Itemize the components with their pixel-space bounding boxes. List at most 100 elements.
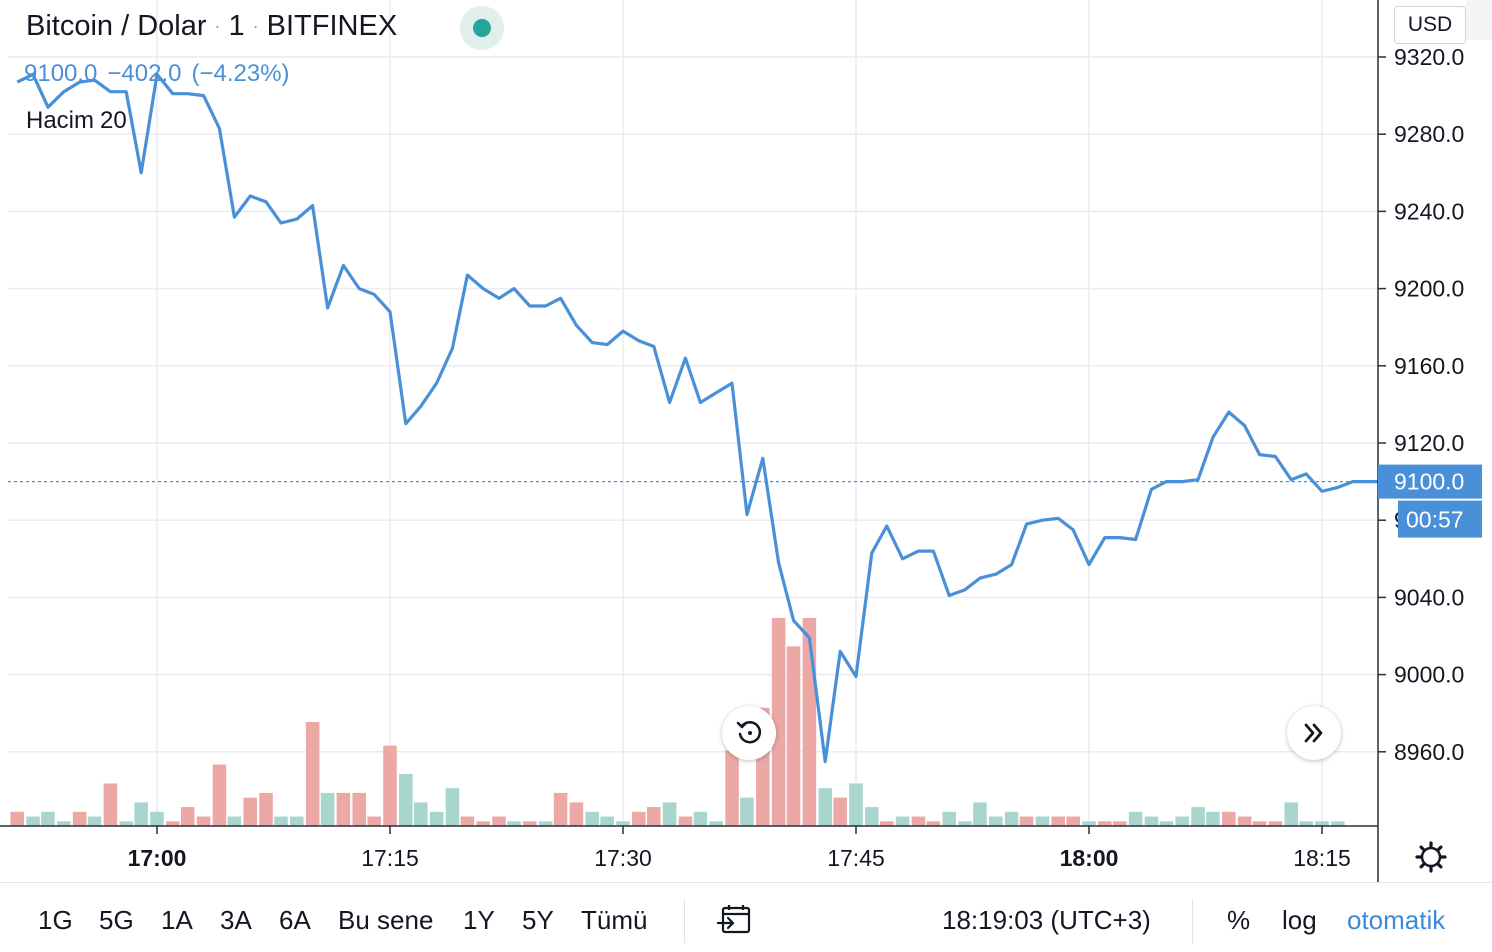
- volume-bar: [1159, 821, 1174, 826]
- bar-countdown-label: 00:57: [1406, 507, 1464, 533]
- volume-legend[interactable]: Hacim 20: [26, 107, 133, 135]
- current-time-readout[interactable]: 18:19:03 (UTC+3): [942, 905, 1151, 935]
- price-change-percent: (−4.23%): [191, 60, 290, 87]
- volume-bar: [41, 811, 55, 826]
- auto-scale-toggle[interactable]: otomatik: [1347, 905, 1446, 935]
- range-5d-button[interactable]: 5G: [99, 905, 134, 935]
- volume-bar: [1222, 811, 1236, 826]
- currency-button[interactable]: USD: [1394, 6, 1466, 44]
- header-separator: ·: [214, 16, 221, 36]
- volume-bar: [103, 783, 118, 826]
- volume-bar: [1315, 821, 1329, 826]
- volume-bar: [1082, 821, 1096, 826]
- corner-panel: [1466, 0, 1492, 40]
- volume-bar: [911, 816, 926, 826]
- range-1y-button[interactable]: 1Y: [463, 905, 495, 935]
- volume-bar: [585, 811, 600, 826]
- volume-bar: [989, 816, 1003, 826]
- range-3m-button[interactable]: 3A: [220, 905, 252, 935]
- volume-bar: [771, 618, 786, 826]
- x-tick-label: 17:45: [827, 845, 885, 871]
- volume-bar: [507, 821, 521, 826]
- volume-bar: [1284, 802, 1299, 826]
- volume-bar: [632, 811, 646, 826]
- y-tick-label: 9200.0: [1394, 276, 1464, 302]
- log-scale-toggle[interactable]: log: [1282, 905, 1317, 935]
- volume-bar: [1019, 816, 1034, 826]
- volume-bar: [227, 816, 242, 826]
- range-5y-button[interactable]: 5Y: [522, 905, 554, 935]
- calendar-arrow-icon: [716, 905, 751, 934]
- volume-bar: [662, 802, 677, 826]
- volume-bar: [1268, 821, 1283, 826]
- last-price-tag: 9100.0: [1378, 464, 1482, 499]
- range-all-button[interactable]: Tümü: [581, 905, 648, 935]
- volume-bar: [336, 792, 351, 826]
- volume-bar: [1331, 821, 1345, 826]
- range-1d-button[interactable]: 1G: [38, 905, 73, 935]
- x-tick-label: 18:00: [1060, 845, 1119, 871]
- volume-bar: [274, 816, 288, 826]
- market-status-icon[interactable]: [460, 6, 504, 50]
- quote-line: 9100.0 −402.0 (−4.23%): [24, 60, 300, 88]
- volume-bar: [693, 811, 708, 826]
- volume-bar: [166, 821, 180, 826]
- volume-bar: [119, 821, 134, 826]
- volume-bar: [879, 821, 894, 826]
- symbol-interval[interactable]: 1: [228, 10, 245, 42]
- volume-bar: [958, 821, 972, 826]
- volume-bar: [150, 811, 164, 826]
- volume-bar: [290, 816, 304, 826]
- volume-bar: [445, 788, 460, 826]
- volume-bar: [1066, 816, 1080, 826]
- volume-value: 20: [100, 107, 127, 134]
- volume-label: Hacim: [26, 107, 95, 134]
- volume-bar: [523, 821, 537, 826]
- double-chevron-right-icon: [1304, 723, 1323, 743]
- volume-bar: [305, 722, 320, 826]
- header-separator: ·: [252, 16, 259, 36]
- range-ytd-button[interactable]: Bu sene: [338, 905, 434, 935]
- y-tick-label: 9280.0: [1394, 121, 1464, 147]
- gear-icon[interactable]: [1415, 841, 1447, 873]
- volume-bar: [973, 802, 987, 826]
- range-6m-button[interactable]: 6A: [279, 905, 311, 935]
- volume-bar: [895, 816, 910, 826]
- volume-bar: [72, 811, 87, 826]
- reset-chart-button[interactable]: [722, 706, 776, 760]
- volume-bar: [26, 816, 40, 826]
- bar-countdown-background: [1398, 500, 1482, 538]
- volume-bar: [1004, 811, 1019, 826]
- symbol-header[interactable]: Bitcoin / Dolar · 1 · BITFINEX: [26, 10, 397, 43]
- symbol-name[interactable]: Bitcoin / Dolar: [26, 10, 207, 42]
- volume-bar: [833, 797, 847, 826]
- bottom-toolbar: 1G 5G 1A 3A 6A Bu sene 1Y 5Y Tümü 18:19:…: [0, 882, 1492, 948]
- volume-bars: [10, 618, 1345, 826]
- volume-bar: [1206, 811, 1220, 826]
- volume-bar: [1098, 821, 1112, 826]
- price-series-line[interactable]: [16, 72, 1385, 764]
- volume-bar: [429, 811, 444, 826]
- scroll-to-realtime-button[interactable]: [1287, 706, 1341, 760]
- x-tick-label: 17:15: [361, 845, 419, 871]
- x-tick-label: 17:30: [594, 845, 652, 871]
- volume-bar: [678, 816, 693, 826]
- percent-scale-toggle[interactable]: %: [1227, 905, 1251, 935]
- y-tick-label: 9240.0: [1394, 198, 1464, 224]
- rotate-ccw-icon: [736, 721, 762, 744]
- gear-body: [1420, 846, 1442, 868]
- range-1m-button[interactable]: 1A: [161, 905, 193, 935]
- volume-bar: [616, 821, 630, 826]
- volume-bar: [865, 807, 879, 826]
- last-price-tag-background: [1378, 464, 1482, 499]
- volume-bar: [1144, 816, 1159, 826]
- volume-bar: [383, 745, 397, 826]
- volume-bar: [553, 792, 568, 826]
- volume-bar: [87, 816, 102, 826]
- y-tick-label: 8960.0: [1394, 739, 1464, 765]
- y-tick-label: 9040.0: [1394, 584, 1464, 610]
- date-range-button[interactable]: [716, 903, 754, 944]
- y-tick-label: 9120.0: [1394, 430, 1464, 456]
